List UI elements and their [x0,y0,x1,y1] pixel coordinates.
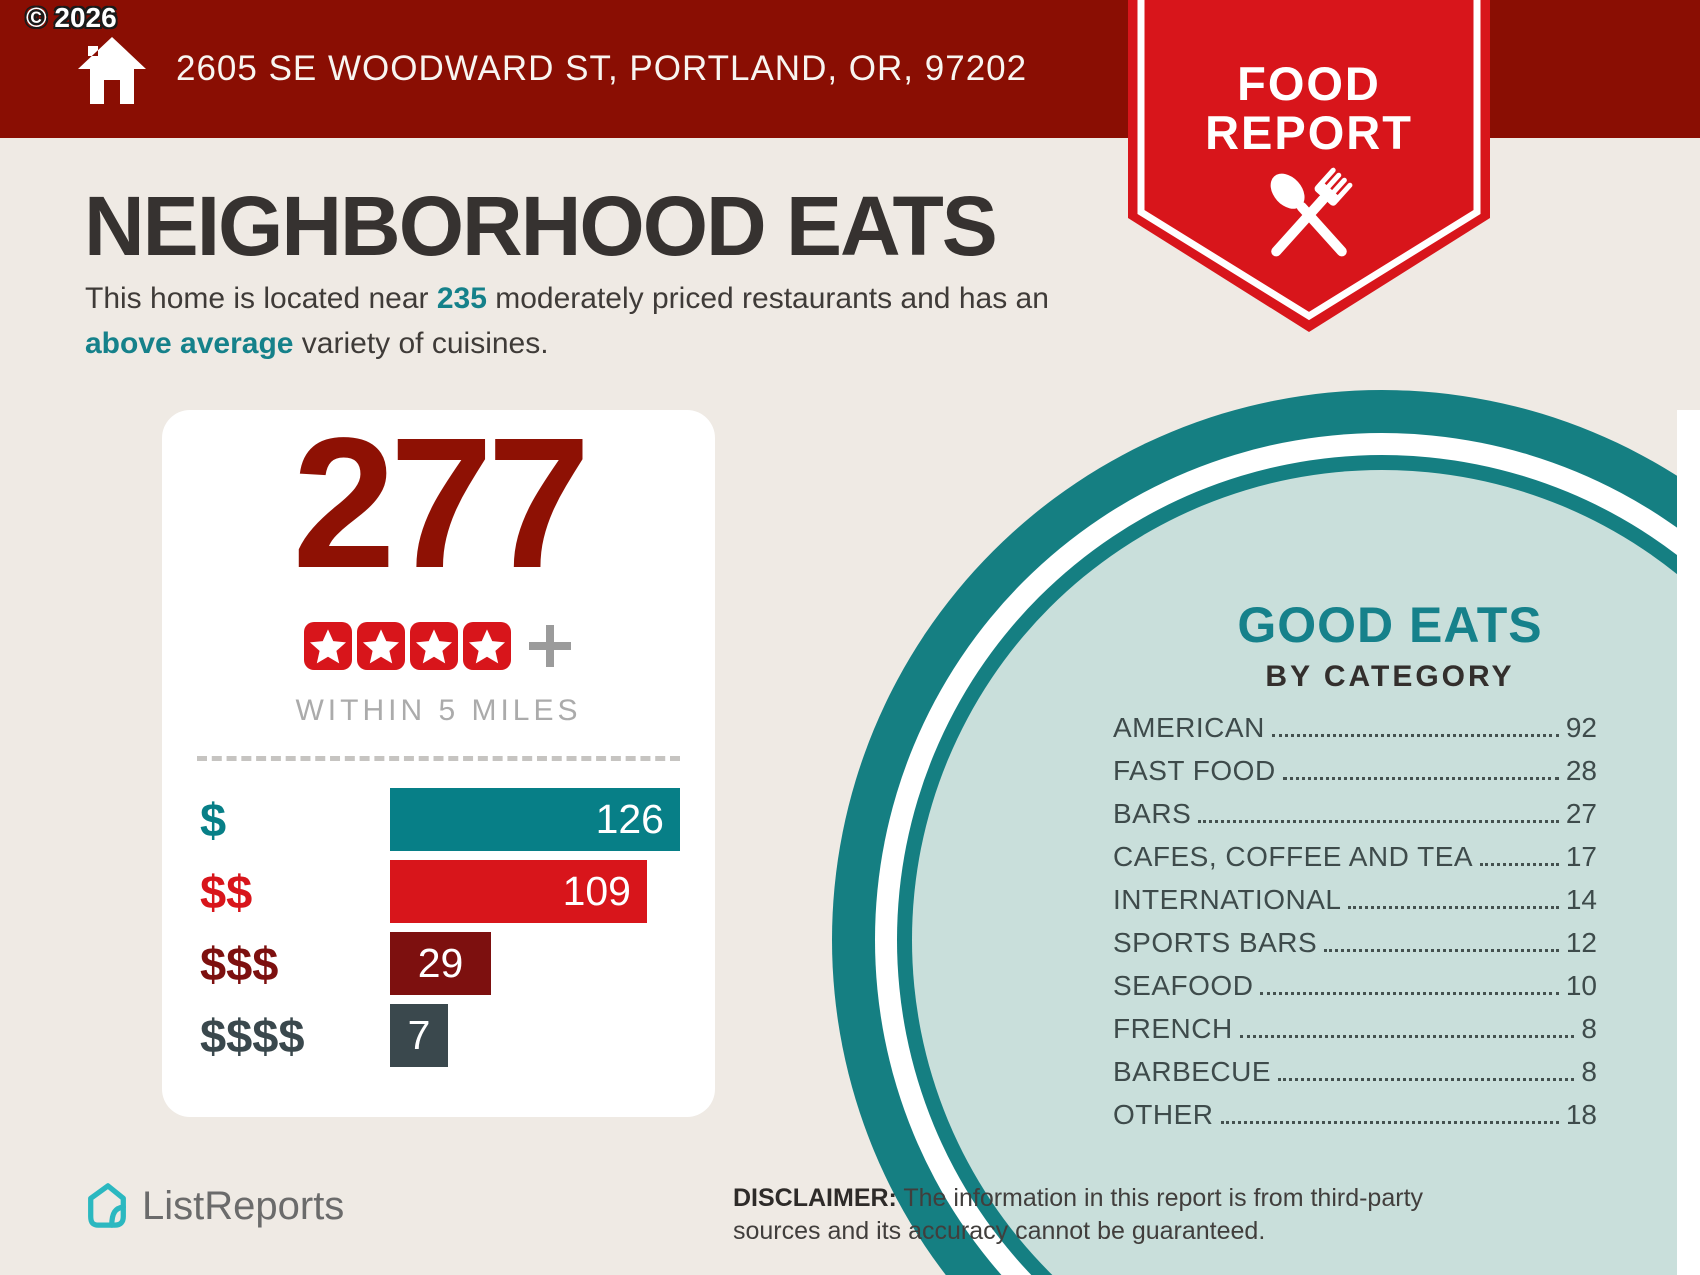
dotted-leader [1282,777,1559,780]
good-eats-circle [815,386,1677,1275]
category-row: SEAFOOD 10 [1113,964,1597,1007]
listreports-icon [88,1183,126,1228]
radius-label: WITHIN 5 MILES [295,694,582,727]
category-value: 27 [1565,798,1597,829]
summary-card: 277 WITHIN 5 MILES $126 $$ 109 $$$ 29 $$$$ 7 [162,401,715,1117]
category-label: AMERICAN [1113,712,1265,743]
plus-icon [528,625,571,667]
good-eats-subtitle: BY CATEGORY [1265,660,1515,693]
category-label: OTHER [1113,1099,1214,1130]
category-row: BARBECUE 8 [1113,1050,1597,1093]
ribbon-shape [1128,0,1490,332]
ribbon-title-line1: FOOD [1237,57,1381,110]
dotted-leader [1480,863,1559,866]
price-tier-label: $$$ [200,937,279,990]
category-row: BARS 27 [1113,792,1597,835]
intro-pre: This home is located near [85,282,437,315]
category-label: BARS [1113,798,1192,829]
category-value: 12 [1565,927,1597,958]
utensils-icon [1270,167,1353,257]
category-row: INTERNATIONAL 14 [1113,878,1597,921]
price-bar-row: $$ 109 [162,860,715,923]
star-icon [409,622,458,670]
category-value: 18 [1565,1099,1597,1130]
category-row: AMERICAN 92 [1113,706,1597,749]
category-label: BARBECUE [1113,1056,1272,1087]
price-tier-bar: 109 [390,860,647,923]
intro-mid: moderately priced restaurants and has an [486,282,1049,315]
intro-post: variety of cuisines. [293,327,549,360]
price-bars: $126 $$ 109 $$$ 29 $$$$ 7 [162,788,715,1076]
dotted-leader [1260,992,1559,995]
category-row: SPORTS BARS 12 [1113,921,1597,964]
category-label: SEAFOOD [1113,970,1254,1001]
category-row: CAFES, COFFEE AND TEA 17 [1113,835,1597,878]
dotted-leader [1348,906,1559,909]
ribbon-title-line2: REPORT [1205,106,1413,159]
category-value: 28 [1565,755,1597,786]
price-tier-bar: 7 [390,1004,448,1067]
price-bar-row: $126 [162,788,715,851]
price-tier-value: 109 [562,868,631,914]
category-row: FRENCH 8 [1113,1007,1597,1050]
dotted-leader [1278,1078,1575,1081]
page-title: NEIGHBORHOOD EATS [84,179,998,273]
price-tier-label: $$ [200,865,253,918]
dotted-leader [1198,820,1559,823]
dashed-divider [197,756,680,761]
right-margin-strip [1677,410,1700,1275]
category-value: 14 [1565,884,1597,915]
category-label: FAST FOOD [1113,755,1276,786]
home-icon [78,37,146,104]
food-report-ribbon: FOOD REPORT [1128,0,1490,332]
price-tier-value: 7 [407,1012,431,1058]
price-tier-value: 29 [417,940,464,986]
category-row: OTHER 18 [1113,1093,1597,1136]
intro-count: 235 [436,282,487,315]
dotted-leader [1220,1121,1559,1124]
star-icon [303,622,352,670]
category-label: SPORTS BARS [1113,927,1318,958]
category-value: 8 [1581,1056,1597,1087]
price-tier-value: 126 [595,796,664,842]
copyright: © 2026 [26,2,117,33]
category-label: FRENCH [1113,1013,1233,1044]
price-tier-bar: 29 [390,932,491,995]
star-icon [462,622,511,670]
intro-text: This home is located near 235 moderately… [85,276,1115,366]
intro-highlight: above average [85,327,294,360]
category-value: 8 [1581,1013,1597,1044]
disclaimer-label: DISCLAIMER: [733,1184,897,1212]
price-tier-bar: 126 [390,788,680,851]
category-label: CAFES, COFFEE AND TEA [1113,841,1474,872]
category-row: FAST FOOD 28 [1113,749,1597,792]
category-label: INTERNATIONAL [1113,884,1342,915]
listreports-logo: ListReports [84,1182,344,1230]
dotted-leader [1239,1035,1575,1038]
category-list: AMERICAN 92 FAST FOOD 28 BARS 27 CAFES, COFFEE… [1113,706,1597,1136]
disclaimer: DISCLAIMER: The information in this repo… [733,1182,1495,1248]
star-icon [356,622,405,670]
property-address: 2605 SE WOODWARD ST, PORTLAND, OR, 97202 [176,49,1028,88]
dotted-leader [1324,949,1559,952]
good-eats-header: GOOD EATS BY CATEGORY [1090,596,1690,694]
price-tier-label: $ [200,793,227,846]
listreports-wordmark: ListReports [142,1183,345,1228]
stars-container [303,622,511,670]
category-value: 17 [1565,841,1597,872]
price-bar-row: $$$$ 7 [162,1004,715,1067]
price-tier-label: $$$$ [200,1009,305,1062]
disclaimer-text: The information in this report is from t… [733,1184,1424,1245]
price-bar-row: $$$ 29 [162,932,715,995]
dotted-leader [1271,734,1559,737]
good-eats-title: GOOD EATS [1237,597,1543,653]
rating-row [162,622,715,670]
restaurant-count: 277 [292,400,590,607]
category-value: 92 [1565,712,1597,743]
category-value: 10 [1565,970,1597,1001]
